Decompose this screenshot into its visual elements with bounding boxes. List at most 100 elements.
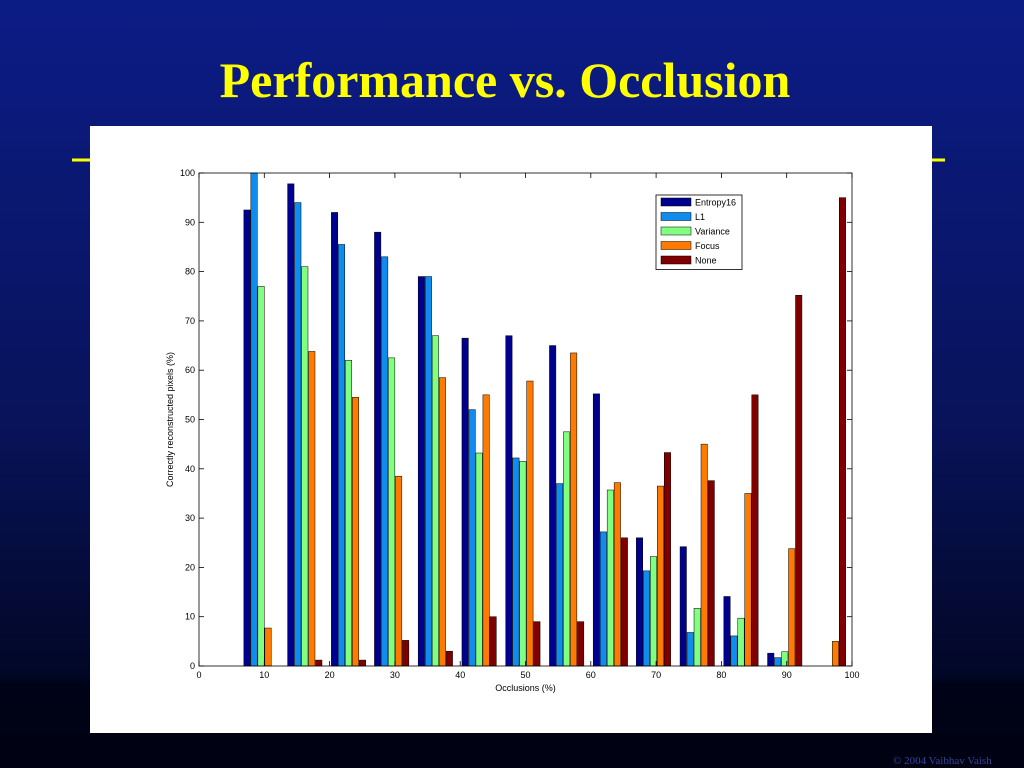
x-tick-label: 100 — [844, 670, 859, 680]
bar — [606, 489, 614, 667]
y-axis-label: Correctly reconstructed pixels (%) — [165, 352, 175, 487]
legend-swatch — [660, 226, 692, 236]
footer: © 2004 Vaibhav Vaish — [893, 755, 992, 767]
bar — [657, 485, 664, 667]
bar — [489, 616, 497, 667]
bar — [475, 452, 483, 667]
y-tick-label: 0 — [190, 661, 195, 671]
x-tick-label: 10 — [259, 670, 269, 680]
x-tick-label: 80 — [716, 670, 726, 680]
bar — [788, 548, 796, 667]
bar — [577, 621, 585, 667]
bar — [445, 650, 453, 667]
bar — [620, 537, 628, 667]
bar — [301, 266, 309, 667]
bar — [461, 337, 469, 667]
y-tick-label: 100 — [180, 168, 195, 178]
bar — [599, 531, 607, 667]
bar — [556, 483, 564, 667]
bar — [774, 657, 782, 667]
bar — [592, 393, 600, 667]
bar — [431, 335, 439, 667]
legend-swatch — [660, 241, 692, 250]
x-axis-label: Occlusions (%) — [495, 683, 556, 693]
bar — [438, 377, 446, 667]
x-tick-label: 40 — [455, 670, 465, 680]
bar — [395, 475, 403, 667]
x-tick-label: 60 — [586, 670, 596, 680]
bar — [250, 172, 258, 667]
bar — [663, 452, 671, 667]
legend-label: L1 — [695, 212, 705, 222]
bar — [700, 443, 708, 667]
legend-label: Entropy16 — [695, 198, 736, 208]
bar — [613, 482, 621, 667]
bar — [338, 244, 346, 667]
bar — [402, 640, 410, 667]
bar — [643, 570, 650, 667]
y-tick-label: 70 — [185, 316, 195, 326]
bar — [388, 357, 396, 667]
bar — [751, 394, 759, 667]
legend-swatch — [660, 255, 692, 265]
bar — [679, 546, 687, 667]
y-tick-label: 10 — [185, 612, 195, 622]
bar — [505, 335, 513, 667]
bar — [526, 380, 534, 667]
bar — [331, 212, 339, 667]
x-tick-label: 30 — [390, 670, 400, 680]
bar — [345, 360, 353, 667]
y-tick-label: 90 — [185, 217, 195, 227]
bar — [257, 286, 265, 667]
slide-title: Performance vs. Occlusion — [220, 52, 791, 108]
x-tick-label: 20 — [325, 670, 335, 680]
bar — [636, 537, 643, 667]
bar — [693, 608, 701, 667]
chart: 0 10 20 30 40 50 60 70 80 90 100 0 10 20 30 40 50 60 70 80 9… — [165, 168, 860, 693]
bar — [264, 627, 272, 667]
bar — [686, 632, 694, 667]
y-tick-label: 40 — [185, 464, 195, 474]
bar — [424, 276, 432, 667]
legend-label: Focus — [695, 241, 720, 251]
bar — [839, 197, 846, 667]
bar — [549, 345, 557, 667]
x-tick-label: 0 — [196, 670, 201, 680]
legend-label: None — [695, 256, 717, 266]
bar — [767, 652, 775, 667]
legend-swatch — [660, 212, 692, 221]
bar — [512, 457, 520, 667]
legend-label: Variance — [695, 227, 730, 237]
y-tick-label: 20 — [185, 562, 195, 572]
bar — [737, 617, 745, 667]
bar — [723, 596, 731, 667]
bar — [795, 295, 803, 667]
bar — [308, 351, 316, 667]
bar — [744, 493, 752, 667]
bar — [519, 461, 527, 667]
bar — [650, 556, 657, 667]
x-tick-label: 90 — [782, 670, 792, 680]
bar — [243, 209, 251, 667]
bar — [482, 394, 490, 667]
y-tick-label: 60 — [185, 365, 195, 375]
bar — [730, 635, 738, 667]
bar — [381, 256, 389, 667]
y-tick-label: 50 — [185, 415, 195, 425]
bar — [315, 659, 323, 667]
bar — [468, 409, 476, 667]
bar — [417, 276, 425, 667]
x-tick-label: 70 — [651, 670, 661, 680]
legend-swatch — [660, 197, 692, 207]
y-tick-label: 30 — [185, 513, 195, 523]
bar — [294, 202, 302, 667]
bar — [707, 480, 715, 667]
bar — [374, 231, 382, 667]
bar — [533, 621, 541, 667]
bar — [352, 397, 359, 667]
bar — [570, 352, 578, 667]
bar — [287, 183, 295, 667]
bar — [832, 641, 839, 667]
bar — [359, 659, 366, 667]
